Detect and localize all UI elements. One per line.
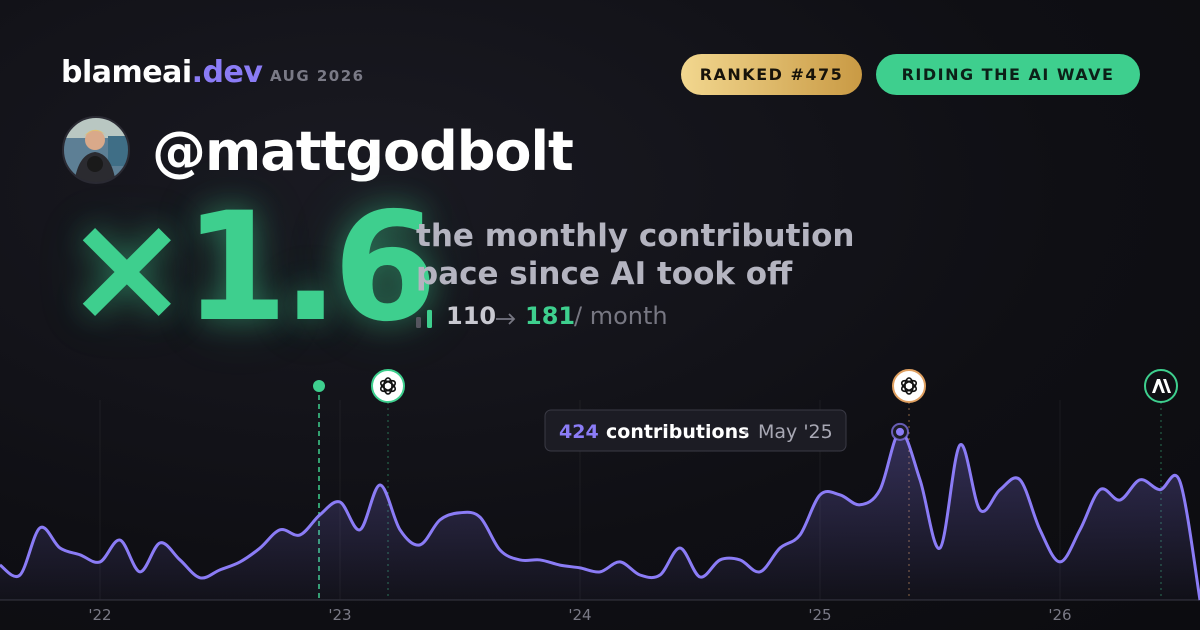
rank-badge: RANKED #475 [681, 54, 862, 95]
tooltip-box [544, 409, 847, 452]
x-tick-label: '25 [808, 606, 831, 624]
multiplier: ×1.6 [64, 181, 437, 355]
brand: blameai.dev [61, 55, 263, 90]
headline-line: pace since AI took off [416, 256, 793, 292]
openai-icon [892, 369, 926, 403]
date: AUG 2026 [270, 67, 365, 85]
tooltip: 424 contributions May '25 [544, 409, 847, 452]
separator [744, 430, 748, 434]
x-tick-label: '22 [88, 606, 111, 624]
openai-icon [371, 369, 405, 403]
brand-suffix: .dev [191, 55, 263, 90]
x-tick-label: '23 [328, 606, 351, 624]
status-badge: RIDING THE AI WAVE [876, 54, 1140, 95]
x-tick-label: '26 [1048, 606, 1071, 624]
event-dot [313, 380, 325, 392]
brand-name: blameai [61, 55, 192, 90]
tooltip-label: contributions [606, 421, 749, 443]
handle: @mattgodbolt [152, 120, 574, 183]
area [0, 431, 1200, 600]
highlight-point [896, 427, 904, 436]
arrow [496, 313, 516, 325]
pace-bar [427, 309, 432, 328]
pace-after: 181 [525, 302, 576, 330]
plot [0, 422, 1200, 601]
avatar [62, 116, 130, 184]
line [0, 430, 1200, 601]
pace-before: 110 [446, 302, 497, 330]
tooltip-value: 424 [559, 421, 599, 443]
pace-icon [416, 309, 432, 328]
pace-unit: / month [574, 302, 668, 330]
pace-bar [416, 317, 421, 328]
headline-line: the monthly contribution [416, 218, 855, 254]
tooltip-date: May '25 [758, 421, 833, 443]
x-tick-label: '24 [568, 606, 591, 624]
anthropic-icon [1144, 369, 1178, 403]
